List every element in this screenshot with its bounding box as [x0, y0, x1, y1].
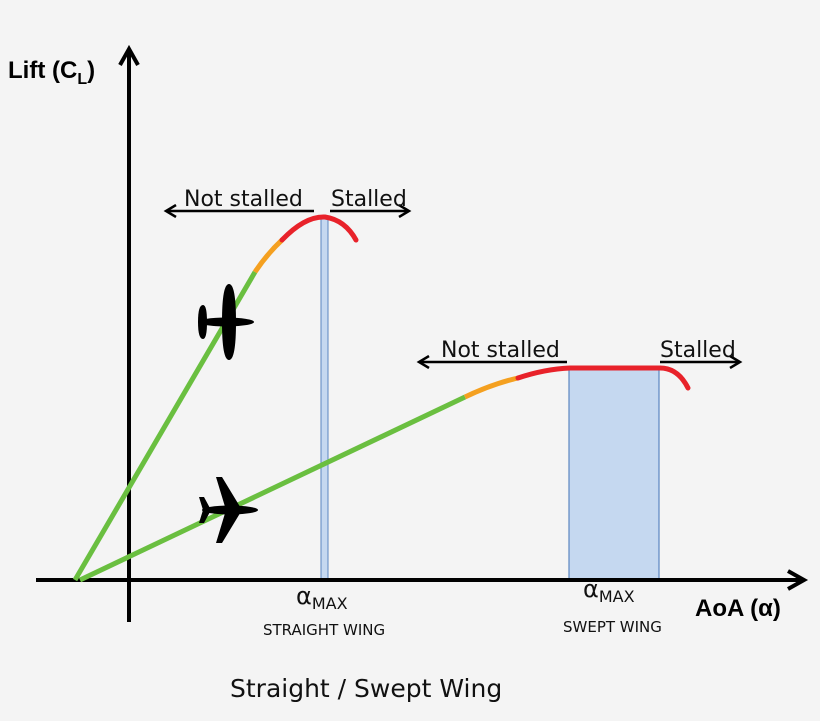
swept-wing-airplane-icon [199, 477, 258, 543]
swept-not-stalled-label: Not stalled [441, 338, 560, 363]
straight-stalled-label: Stalled [331, 187, 407, 212]
swept-alpha-max-label: αMAX [583, 575, 635, 606]
x-axis-label: AoA (α) [695, 595, 781, 622]
y-axis-label: Lift (CL) [8, 57, 95, 88]
straight-wing-airplane-icon [198, 284, 254, 360]
straight-wing-curve [72, 214, 359, 582]
straight-wing-alpha-max-band [320, 215, 329, 581]
swept-wing-curve [78, 365, 691, 583]
straight-not-stalled-label: Not stalled [184, 187, 303, 212]
swept-wing-caption: SWEPT WING [563, 618, 662, 636]
swept-stalled-label: Stalled [660, 338, 736, 363]
straight-wing-caption: STRAIGHT WING [263, 621, 385, 639]
chart-title: Straight / Swept Wing [230, 674, 502, 703]
swept-wing-alpha-max-band [568, 367, 660, 581]
straight-alpha-max-label: αMAX [296, 582, 348, 613]
